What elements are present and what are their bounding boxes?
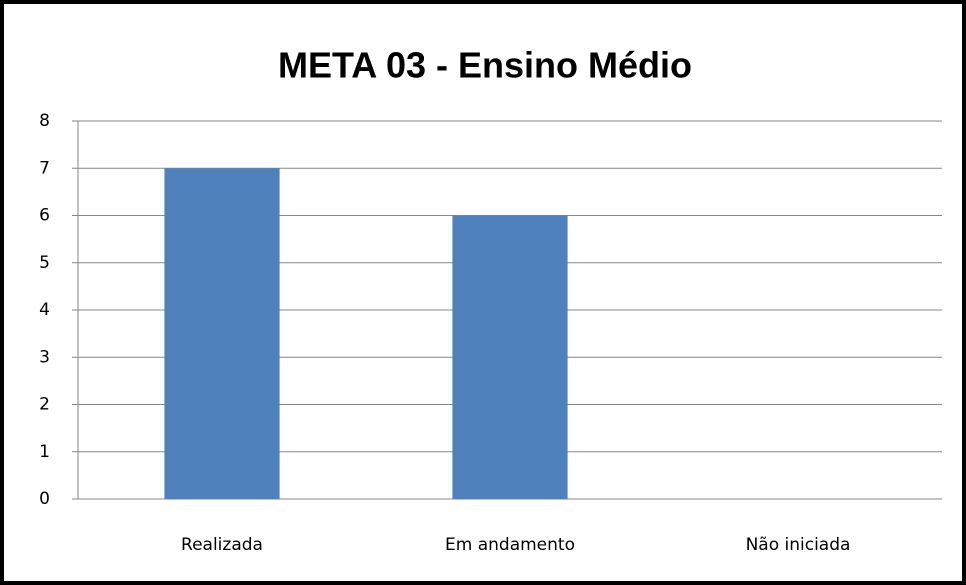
y-tick-label: 6 — [39, 206, 50, 226]
y-tick-label: 2 — [39, 395, 50, 415]
y-tick-label: 8 — [39, 111, 50, 131]
x-tick-label: Em andamento — [445, 535, 575, 555]
bar — [452, 215, 568, 499]
y-tick-label: 5 — [39, 253, 50, 273]
chart-title: META 03 - Ensino Médio — [278, 45, 692, 86]
bar — [164, 168, 280, 499]
y-tick-label: 4 — [39, 300, 50, 320]
y-tick-label: 1 — [39, 442, 50, 462]
y-tick-label: 0 — [39, 489, 50, 509]
x-tick-label: Realizada — [181, 535, 263, 555]
y-tick-label: 3 — [39, 347, 50, 367]
x-tick-label: Não iniciada — [746, 535, 851, 555]
y-tick-label: 7 — [39, 158, 50, 178]
